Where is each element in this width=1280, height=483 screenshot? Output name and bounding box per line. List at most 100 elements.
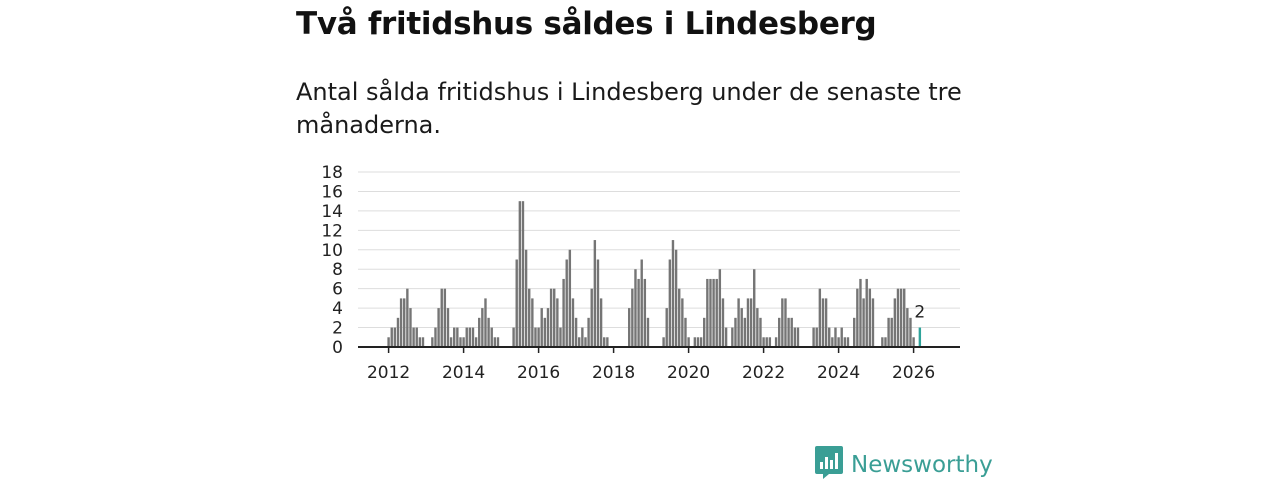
x-tick-label: 2014 (442, 363, 485, 383)
chart-subtitle: Antal sålda fritidshus i Lindesberg unde… (296, 78, 962, 139)
brand-name: Newsworthy (851, 451, 993, 478)
bar (487, 317, 490, 347)
bar (412, 327, 415, 347)
bar (731, 327, 734, 347)
bar (518, 201, 522, 347)
y-tick-label: 6 (332, 280, 343, 300)
bar (906, 308, 909, 347)
bar (899, 288, 903, 347)
x-tick-label: 2018 (592, 363, 635, 383)
bar (571, 298, 575, 347)
bar (790, 317, 793, 347)
y-tick-label: 14 (321, 202, 343, 222)
bar (490, 327, 493, 347)
bar (840, 327, 843, 347)
bar (421, 337, 425, 347)
bar (712, 278, 715, 347)
bar (662, 337, 665, 347)
bar (668, 259, 672, 347)
brand-logo: Newsworthy (815, 446, 993, 483)
bar (828, 327, 831, 347)
bar (549, 288, 553, 347)
y-tick-label: 2 (332, 319, 343, 339)
bar (568, 249, 572, 347)
bar (590, 288, 593, 347)
bar (418, 337, 422, 347)
x-tick-label: 2020 (667, 363, 710, 383)
bar (912, 337, 915, 347)
bar (543, 317, 547, 347)
bar (387, 337, 390, 347)
bar (546, 308, 550, 347)
bar (524, 249, 528, 347)
y-tick-label: 18 (321, 163, 343, 183)
bar (812, 327, 815, 347)
bar (681, 298, 684, 347)
bar (887, 317, 890, 347)
bar (784, 298, 787, 347)
bar (553, 288, 556, 347)
bar (706, 278, 709, 347)
bar (468, 327, 472, 347)
bar (471, 327, 475, 347)
y-tick-label: 12 (321, 221, 343, 241)
bar (462, 337, 465, 347)
x-tick-label: 2022 (742, 363, 785, 383)
bar (515, 259, 518, 347)
bar (746, 298, 750, 347)
bar (671, 240, 675, 347)
x-tick-label: 2026 (892, 363, 935, 383)
bar (396, 317, 400, 347)
bar (593, 240, 597, 347)
bar (531, 298, 534, 347)
bar (862, 298, 865, 347)
bar (393, 327, 397, 347)
bar (909, 317, 912, 347)
bar (596, 259, 600, 347)
bar (856, 288, 859, 347)
bar (834, 327, 837, 347)
bar (449, 337, 453, 347)
bar (753, 269, 756, 347)
bar (574, 317, 578, 347)
bar (721, 298, 725, 347)
bar (846, 337, 850, 347)
bar (853, 317, 856, 347)
highlight-value-label: 2 (914, 303, 925, 323)
bar (640, 259, 643, 347)
bar (446, 308, 450, 347)
bar (793, 327, 797, 347)
bar (437, 308, 440, 347)
bar (540, 308, 543, 347)
bar (578, 337, 581, 347)
bar (537, 327, 540, 347)
x-tick-label: 2012 (367, 363, 410, 383)
bar (406, 288, 409, 347)
bar (643, 278, 647, 347)
bar (434, 327, 437, 347)
y-tick-label: 16 (321, 182, 343, 202)
bar (562, 278, 565, 347)
bar (749, 298, 753, 347)
bar (796, 327, 800, 347)
y-tick-label: 0 (332, 338, 343, 358)
bar (481, 308, 484, 347)
bar (696, 337, 700, 347)
bar (456, 327, 459, 347)
bar (843, 337, 847, 347)
bar (737, 298, 740, 347)
bar (709, 278, 712, 347)
bar (606, 337, 609, 347)
y-tick-label: 8 (332, 260, 343, 280)
bar (496, 337, 500, 347)
bar (868, 288, 872, 347)
bar (703, 317, 706, 347)
bar (559, 327, 562, 347)
y-tick-label: 4 (332, 299, 343, 319)
bar (484, 298, 487, 347)
bar (631, 288, 634, 347)
highlight-bar (918, 327, 922, 347)
bar (399, 298, 403, 347)
x-tick-label: 2024 (817, 363, 860, 383)
bar (881, 337, 884, 347)
